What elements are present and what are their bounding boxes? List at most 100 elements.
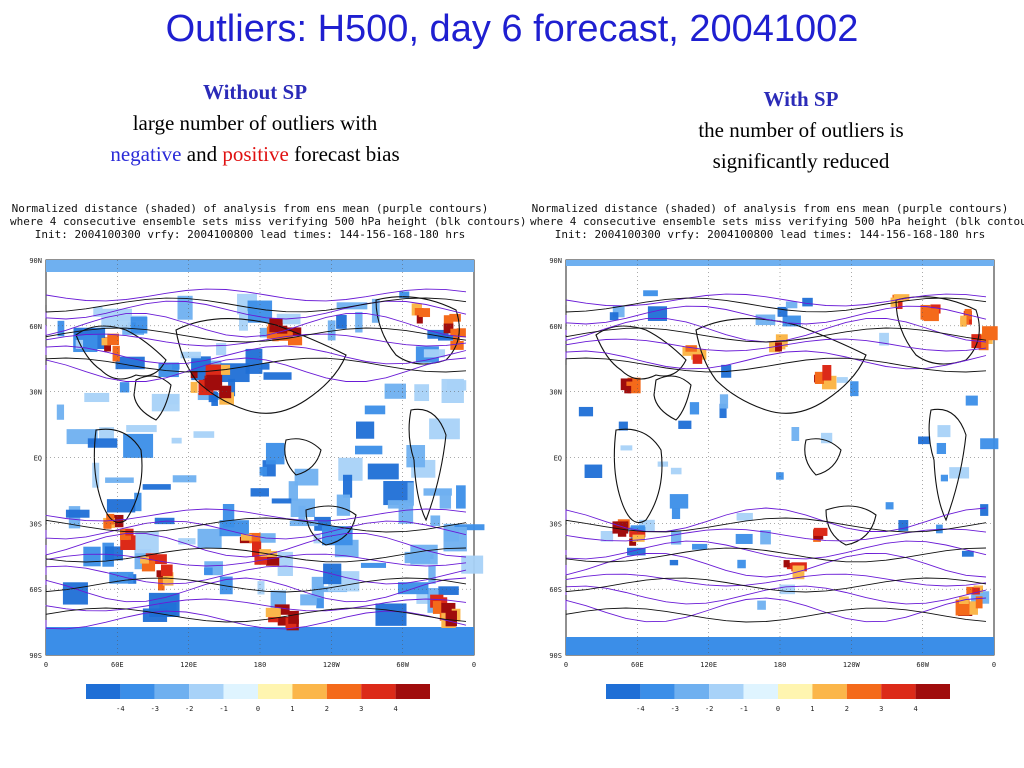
negative-bias-cell bbox=[62, 582, 88, 605]
negative-bias-cell bbox=[265, 442, 285, 465]
negative-bias-cell bbox=[375, 603, 407, 626]
negative-bias-cell bbox=[937, 425, 951, 438]
negative-bias-cell bbox=[384, 383, 406, 399]
positive-bias-cell bbox=[445, 610, 457, 627]
negative-bias-cell bbox=[406, 445, 426, 468]
negative-bias-cell bbox=[456, 485, 466, 509]
negative-bias-cell bbox=[216, 343, 227, 356]
longitude-label: 60E bbox=[631, 661, 644, 669]
negative-bias-cell bbox=[142, 484, 171, 490]
negative-bias-cell bbox=[782, 315, 801, 327]
ens-mean-contour bbox=[565, 305, 987, 325]
colorbar-swatch bbox=[640, 684, 675, 699]
negative-bias-cell bbox=[689, 402, 700, 415]
negative-bias-cell bbox=[371, 298, 380, 323]
arctic-shading bbox=[46, 260, 474, 272]
negative-bias-cell bbox=[228, 378, 236, 397]
positive-bias-cell bbox=[439, 602, 456, 613]
negative-bias-cell bbox=[294, 468, 319, 486]
contour-layer bbox=[565, 293, 987, 623]
negative-bias-cell bbox=[208, 391, 217, 403]
lat-lon-grid bbox=[566, 260, 994, 655]
negative-bias-cell bbox=[612, 305, 625, 318]
latitude-label: 90N bbox=[29, 257, 42, 265]
longitude-label: 0 bbox=[44, 661, 48, 669]
negative-bias-cell bbox=[760, 530, 771, 545]
colorbar-label: 4 bbox=[913, 705, 917, 713]
verifying-height-contour bbox=[45, 517, 467, 533]
positive-bias-cell bbox=[964, 308, 972, 320]
positive-bias-cell bbox=[272, 331, 279, 342]
negative-bias-cell bbox=[135, 531, 159, 554]
ens-mean-contour bbox=[45, 565, 467, 585]
positive-bias-cell bbox=[975, 596, 983, 609]
positive-bias-cell bbox=[440, 597, 448, 605]
positive-bias-cell bbox=[972, 587, 980, 595]
positive-bias-cell bbox=[277, 616, 293, 626]
latitude-label: 30S bbox=[29, 520, 42, 528]
negative-bias-cell bbox=[105, 477, 134, 483]
colorbar-swatch bbox=[292, 684, 327, 699]
negative-bias-cell bbox=[980, 504, 989, 516]
shading-layer bbox=[566, 260, 999, 655]
negative-bias-cell bbox=[643, 290, 658, 297]
ens-mean-contour bbox=[565, 597, 987, 623]
colorbar-swatch bbox=[674, 684, 710, 699]
negative-bias-cell bbox=[177, 295, 193, 320]
colorbar-label: 0 bbox=[256, 705, 260, 713]
longitude-label: 120W bbox=[843, 661, 861, 669]
verifying-height-contour bbox=[565, 327, 987, 343]
negative-bias-cell bbox=[142, 608, 168, 622]
map-title: Normalized distance (shaded) of analysis… bbox=[530, 202, 1024, 241]
positive-bias-cell bbox=[190, 370, 198, 379]
colorbar-label: -4 bbox=[636, 705, 644, 713]
negative-bias-cell bbox=[692, 543, 708, 550]
colorbar-swatch bbox=[395, 684, 430, 699]
positive-bias-cell bbox=[266, 556, 280, 566]
positive-bias-cell bbox=[254, 556, 268, 565]
negative-bias-cell bbox=[109, 571, 134, 584]
negative-bias-cell bbox=[620, 445, 633, 451]
latitude-label: 30S bbox=[549, 520, 562, 528]
slide-title: Outliers: H500, day 6 forecast, 20041002 bbox=[165, 8, 859, 50]
negative-bias-cell bbox=[776, 472, 784, 480]
colorbar-label: 0 bbox=[776, 705, 780, 713]
negative-bias-cell bbox=[219, 520, 249, 537]
ens-mean-contour bbox=[565, 507, 987, 532]
latitude-label: 90S bbox=[549, 652, 562, 660]
positive-bias-cell bbox=[626, 381, 640, 393]
without-sp-caption: Without SP large number of outliers with… bbox=[60, 77, 450, 170]
colorbar-label: 3 bbox=[879, 705, 883, 713]
continent bbox=[928, 408, 967, 522]
positive-bias-cell bbox=[960, 315, 967, 327]
negative-bias-cell bbox=[245, 348, 263, 374]
longitude-label: 180 bbox=[254, 661, 267, 669]
negative-bias-cell bbox=[961, 550, 974, 557]
colorbar-label: 2 bbox=[325, 705, 329, 713]
map-panel-with-sp: Normalized distance (shaded) of analysis… bbox=[530, 200, 1024, 720]
colorbar-label: -2 bbox=[705, 705, 713, 713]
colorbar-label: -1 bbox=[739, 705, 747, 713]
colorbar-label: 4 bbox=[393, 705, 397, 713]
negative-bias-cell bbox=[461, 555, 484, 574]
negative-bias-cell bbox=[399, 291, 410, 299]
latitude-label: 60S bbox=[29, 586, 42, 594]
colorbar-swatch bbox=[812, 684, 847, 699]
positive-bias-cell bbox=[106, 513, 115, 525]
latitude-label: 60N bbox=[549, 323, 562, 331]
latitude-label: 90N bbox=[549, 257, 562, 265]
positive-bias-cell bbox=[107, 333, 120, 346]
negative-bias-cell bbox=[657, 461, 669, 467]
ens-mean-contour bbox=[45, 345, 467, 365]
colorbar-swatch bbox=[846, 684, 882, 699]
negative-bias-cell bbox=[936, 524, 943, 534]
positive-bias-cell bbox=[162, 572, 174, 586]
negative-bias-cell bbox=[965, 395, 978, 406]
negative-bias-cell bbox=[336, 494, 351, 516]
negative-bias-cell bbox=[414, 384, 430, 402]
negative-bias-cell bbox=[87, 438, 118, 448]
negative-bias-cell bbox=[101, 308, 132, 329]
positive-bias-cell bbox=[966, 586, 975, 595]
negative-bias-cell bbox=[918, 436, 931, 445]
